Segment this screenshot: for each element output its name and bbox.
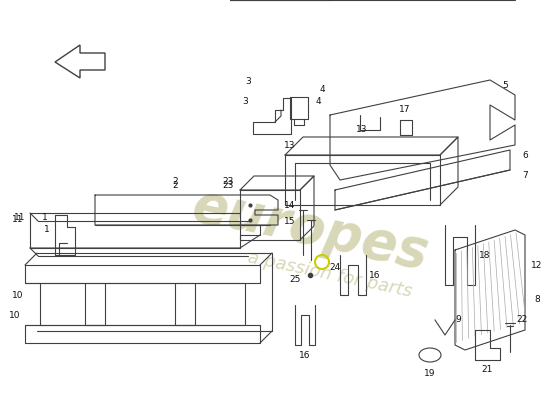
Text: 17: 17 bbox=[399, 106, 411, 114]
Text: 13: 13 bbox=[356, 126, 368, 134]
Text: 14: 14 bbox=[284, 200, 296, 210]
Text: 24: 24 bbox=[329, 264, 340, 272]
Text: 15: 15 bbox=[284, 218, 296, 226]
Text: 12: 12 bbox=[531, 260, 543, 270]
Text: 23: 23 bbox=[222, 180, 234, 190]
Text: 3: 3 bbox=[242, 98, 248, 106]
Text: 7: 7 bbox=[522, 170, 528, 180]
Text: 16: 16 bbox=[299, 350, 311, 360]
Text: 1: 1 bbox=[44, 226, 50, 234]
Text: 10: 10 bbox=[9, 310, 21, 320]
Text: 4: 4 bbox=[319, 86, 325, 94]
Text: 5: 5 bbox=[502, 80, 508, 90]
Text: 1: 1 bbox=[42, 214, 48, 222]
Text: 22: 22 bbox=[516, 316, 527, 324]
Text: a passion for parts: a passion for parts bbox=[246, 249, 414, 301]
Text: 25: 25 bbox=[289, 276, 301, 284]
Text: 13: 13 bbox=[284, 140, 296, 150]
Text: 9: 9 bbox=[455, 316, 461, 324]
Text: europes: europes bbox=[187, 180, 433, 280]
Text: 18: 18 bbox=[479, 250, 491, 260]
Text: 19: 19 bbox=[424, 368, 436, 378]
Text: 6: 6 bbox=[522, 150, 528, 160]
Text: 10: 10 bbox=[12, 290, 24, 300]
Text: 2: 2 bbox=[172, 180, 178, 190]
Text: 3: 3 bbox=[245, 78, 251, 86]
Text: 11: 11 bbox=[12, 216, 24, 224]
Text: 23: 23 bbox=[222, 178, 234, 186]
Text: 16: 16 bbox=[369, 270, 381, 280]
Text: 4: 4 bbox=[315, 98, 321, 106]
Text: 2: 2 bbox=[172, 178, 178, 186]
Text: 8: 8 bbox=[534, 296, 540, 304]
Text: 11: 11 bbox=[14, 214, 26, 222]
Text: 21: 21 bbox=[481, 366, 493, 374]
